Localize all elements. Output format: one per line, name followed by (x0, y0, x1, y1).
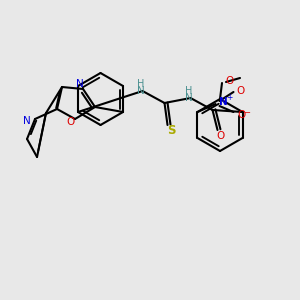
Text: N: N (184, 93, 192, 103)
Text: N: N (23, 116, 31, 126)
Text: O: O (237, 110, 246, 120)
Text: N: N (136, 86, 144, 96)
Text: N: N (76, 79, 84, 89)
Text: O: O (226, 76, 234, 86)
Text: +: + (226, 92, 233, 101)
Text: N: N (219, 97, 228, 107)
Text: H: H (137, 79, 144, 89)
Text: S: S (167, 124, 176, 137)
Text: O: O (66, 117, 74, 127)
Text: H: H (185, 86, 192, 96)
Text: O: O (216, 131, 225, 141)
Text: −: − (243, 109, 250, 118)
Text: O: O (236, 86, 244, 96)
